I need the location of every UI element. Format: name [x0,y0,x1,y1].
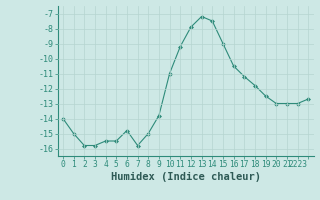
X-axis label: Humidex (Indice chaleur): Humidex (Indice chaleur) [111,172,260,182]
